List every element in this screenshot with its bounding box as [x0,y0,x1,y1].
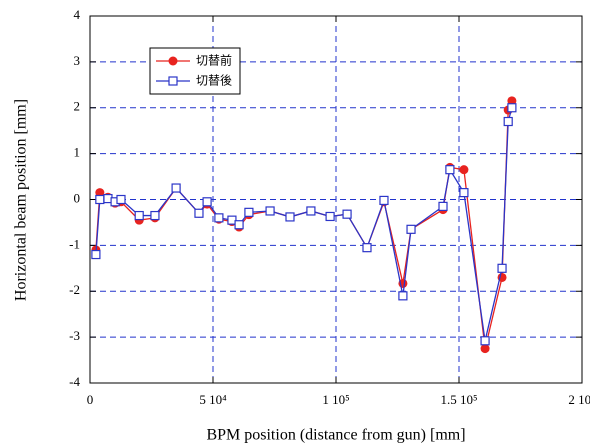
legend-marker [168,56,178,66]
x-tick-label: 1.5 10⁵ [440,392,477,407]
marker [214,213,224,223]
marker [91,249,101,260]
marker [194,208,204,218]
marker [507,96,517,106]
marker [503,116,513,127]
marker [134,210,144,221]
marker [507,103,517,113]
marker [342,209,352,219]
marker [285,212,295,222]
legend-box [149,47,241,95]
marker [150,210,160,221]
plot-frame [89,15,583,384]
y-tick-label: 3 [74,53,81,68]
x-tick-label: 1 10⁵ [322,392,349,407]
marker [306,206,316,216]
series-line [95,100,513,349]
marker [459,188,469,198]
marker [480,336,490,346]
y-tick-label: -1 [69,236,80,251]
x-tick-label: 5 10⁴ [199,392,227,407]
x-axis-title: BPM position (distance from gun) [mm] [206,427,465,444]
legend-marker [168,76,178,86]
y-axis-title: Horizontal beam position [mm] [13,99,30,301]
y-tick-label: 2 [74,99,81,114]
marker [445,165,455,175]
marker [325,211,335,222]
x-tick-label: 0 [87,392,94,407]
legend-label: 切替前 [196,53,232,68]
marker [171,183,181,193]
x-tick-label: 2 10⁵ [568,392,590,407]
marker [265,206,275,216]
y-tick-label: -3 [69,328,80,343]
marker [438,201,448,211]
y-tick-label: -2 [69,282,80,297]
series-line [95,107,513,341]
marker [95,188,105,198]
marker [497,263,507,273]
marker [202,197,212,207]
marker [480,344,490,354]
marker [398,291,408,301]
marker [379,195,389,206]
marker [406,224,416,234]
marker [362,243,372,253]
marker [234,220,244,230]
marker [116,194,126,205]
y-tick-label: -4 [69,374,80,389]
y-tick-label: 0 [74,190,81,205]
marker [459,165,469,175]
marker [244,207,254,217]
y-tick-label: 1 [74,145,81,160]
legend-label: 切替後 [196,74,232,88]
y-tick-label: 4 [74,7,81,22]
marker [95,194,105,205]
